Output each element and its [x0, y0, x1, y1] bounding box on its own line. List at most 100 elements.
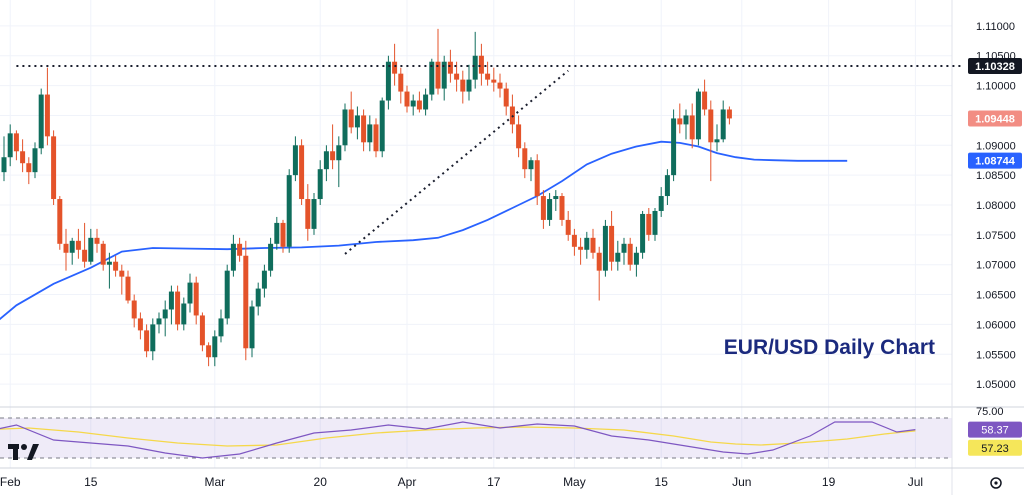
time-tick-label: May: [563, 475, 586, 489]
candle-bearish: [454, 73, 460, 80]
candle-bearish: [51, 136, 57, 200]
time-tick-label: Feb: [0, 475, 21, 489]
rsi-signal-badge-text: 57.23: [981, 443, 1009, 455]
candle-bullish: [354, 115, 360, 128]
moving-average-layer: [0, 140, 848, 321]
candle-bullish: [187, 282, 193, 304]
candle-bullish: [218, 318, 224, 337]
candle-bearish: [596, 252, 602, 271]
trendline: [344, 69, 569, 255]
candle-bullish: [286, 175, 292, 247]
logo-slash: [27, 444, 39, 460]
price-tick-label: 1.07500: [976, 230, 1016, 242]
candle-bullish: [528, 160, 534, 170]
settings-button[interactable]: [990, 477, 1002, 489]
candle-bearish: [75, 240, 81, 250]
candle-bullish: [423, 94, 429, 110]
candle-bullish: [584, 237, 590, 250]
candle-bullish: [714, 139, 720, 143]
moving-average-line: [0, 140, 848, 321]
candle-bearish: [94, 237, 100, 244]
candles-layer: [1, 28, 732, 367]
candle-bullish: [255, 288, 261, 307]
time-tick-label: 17: [487, 475, 501, 489]
candle-bullish: [168, 291, 174, 310]
candle-bearish: [571, 234, 577, 247]
candle-bearish: [113, 261, 119, 271]
price-tick-label: 1.07000: [976, 260, 1016, 272]
time-tick-label: 15: [655, 475, 669, 489]
candle-bullish: [671, 118, 677, 176]
candle-bullish: [88, 237, 94, 262]
candle-bullish: [323, 151, 329, 170]
gear-icon-center: [994, 481, 998, 485]
candle-bearish: [119, 270, 125, 277]
candle-bearish: [57, 199, 63, 244]
candle-bullish: [658, 196, 664, 211]
candle-bearish: [100, 243, 106, 265]
price-tick-label: 1.08500: [976, 170, 1016, 182]
candle-bullish: [683, 115, 689, 125]
price-tick-label: 1.09000: [976, 140, 1016, 152]
candle-bullish: [640, 213, 646, 253]
candle-bearish: [82, 249, 88, 262]
candle-bearish: [708, 109, 714, 143]
moving-average-badge: [968, 152, 1022, 169]
candle-bullish: [466, 79, 472, 92]
price-axis: 1.110001.105001.100001.095001.090001.085…: [951, 0, 1016, 495]
level-price-badge: [968, 58, 1022, 75]
candle-bullish: [633, 252, 639, 265]
price-tick-label: 1.06000: [976, 319, 1016, 331]
time-tick-label: Jun: [732, 475, 751, 489]
candle-bullish: [317, 169, 323, 200]
candle-bearish: [243, 255, 249, 349]
time-tick-label: 15: [84, 475, 98, 489]
candle-bullish: [311, 199, 317, 229]
candle-bullish: [150, 324, 156, 352]
candle-bullish: [553, 196, 559, 200]
candle-bearish: [534, 160, 540, 197]
candle-bearish: [137, 318, 143, 331]
price-tick-label: 1.11000: [976, 21, 1015, 33]
candle-bullish: [441, 61, 447, 89]
candle-bearish: [559, 196, 565, 220]
candle-bullish: [162, 309, 168, 319]
candle-bearish: [199, 315, 205, 346]
candle-bearish: [280, 222, 286, 247]
time-axis: Feb 15 Mar 20 Apr 17 May 15 Jun 19 Jul: [0, 467, 1024, 489]
time-tick-label: Jul: [908, 475, 923, 489]
candle-bullish: [249, 306, 255, 349]
time-tick-label: 19: [822, 475, 836, 489]
candle-bearish: [13, 133, 19, 152]
candle-bearish: [689, 115, 695, 140]
candle-bearish: [540, 196, 546, 220]
price-tick-label: 1.08000: [976, 200, 1016, 212]
drawing-lines-layer: [16, 65, 962, 255]
candle-bearish: [516, 124, 522, 149]
candle-bearish: [404, 91, 410, 107]
tradingview-logo: [8, 444, 39, 460]
candle-bullish: [268, 243, 274, 271]
candle-bearish: [503, 88, 509, 107]
candle-bullish: [695, 91, 701, 140]
candle-bearish: [491, 79, 497, 83]
candle-bearish: [20, 151, 26, 164]
candle-bullish: [615, 252, 621, 262]
candle-bullish: [429, 61, 435, 95]
price-tick-label: 1.05500: [976, 349, 1016, 361]
candle-bullish: [32, 148, 38, 173]
candle-bearish: [460, 79, 466, 92]
price-tick-label: 1.10000: [976, 81, 1016, 93]
candle-bullish: [274, 222, 280, 244]
last-price-badge: [968, 110, 1022, 127]
candle-bearish: [144, 330, 150, 352]
rsi-panel: 75.00: [0, 406, 1024, 459]
candle-bullish: [38, 94, 44, 149]
candle-bullish: [547, 199, 553, 220]
candle-bullish: [342, 109, 348, 146]
candle-bearish: [175, 291, 181, 325]
candle-bullish: [720, 109, 726, 140]
candle-bullish: [379, 100, 385, 152]
gear-icon: [990, 477, 1002, 489]
